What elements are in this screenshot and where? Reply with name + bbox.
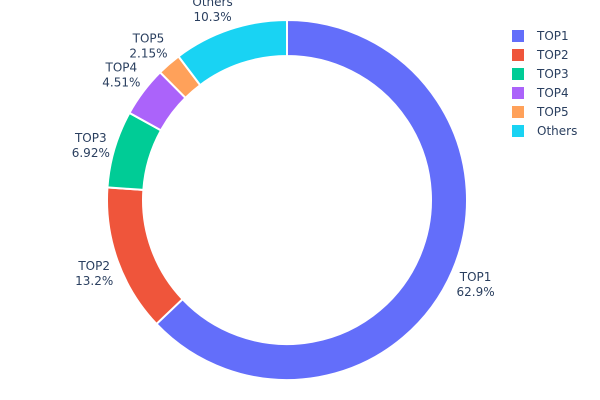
legend-item-top1[interactable]: TOP1 [512, 26, 577, 45]
slice-category-text: TOP3 [74, 131, 107, 145]
legend-item-top3[interactable]: TOP3 [512, 64, 577, 83]
slice-label-top2: TOP2 13.2% [75, 259, 113, 288]
slice-others[interactable] [177, 18, 288, 87]
legend-label: Others [537, 123, 578, 138]
slice-value-text: 6.92% [72, 146, 110, 160]
legend-swatch [512, 124, 524, 137]
slice-category-text: Others [192, 0, 232, 9]
legend-label: TOP5 [537, 104, 569, 119]
legend-label: TOP4 [537, 85, 569, 100]
slice-category-text: TOP4 [105, 61, 138, 75]
slice-label-top1: TOP1 62.9% [457, 270, 495, 299]
legend-swatch [512, 105, 524, 118]
legend-item-others[interactable]: Others [512, 121, 577, 140]
legend-swatch [512, 67, 524, 80]
legend-item-top5[interactable]: TOP5 [512, 102, 577, 121]
slice-value-text: 13.2% [75, 274, 113, 288]
legend-label: TOP1 [537, 28, 569, 43]
slice-label-top3: TOP3 6.92% [72, 131, 110, 160]
slice-label-top4: TOP4 4.51% [102, 61, 140, 90]
slice-label-others: Others 10.3% [192, 0, 232, 24]
legend-label: TOP3 [537, 66, 569, 81]
slice-top1[interactable] [155, 18, 468, 381]
legend-swatch [512, 29, 524, 42]
slice-category-text: TOP5 [132, 32, 165, 46]
slice-value-text: 10.3% [194, 10, 232, 24]
slice-category-text: TOP2 [77, 259, 110, 273]
legend-swatch [512, 48, 524, 61]
legend-item-top2[interactable]: TOP2 [512, 45, 577, 64]
slice-value-text: 2.15% [129, 47, 167, 61]
legend: TOP1 TOP2 TOP3 TOP4 TOP5 Others [512, 26, 577, 140]
legend-label: TOP2 [537, 47, 569, 62]
slice-top2[interactable] [106, 186, 184, 326]
slice-label-top5: TOP5 2.15% [129, 32, 167, 61]
legend-swatch [512, 86, 524, 99]
legend-item-top4[interactable]: TOP4 [512, 83, 577, 102]
slice-value-text: 62.9% [457, 285, 495, 299]
slice-value-text: 4.51% [102, 76, 140, 90]
slice-category-text: TOP1 [459, 270, 492, 284]
